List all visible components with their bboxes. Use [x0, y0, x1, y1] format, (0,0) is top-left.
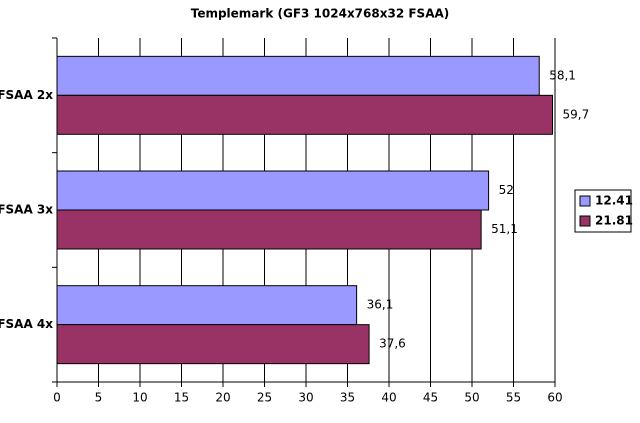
x-tick-label: 0: [53, 391, 61, 405]
value-label: 51,1: [491, 222, 518, 236]
bar: [56, 209, 482, 250]
x-tick-label: 5: [95, 391, 103, 405]
bar: [56, 324, 370, 365]
chart-title: Templemark (GF3 1024x768x32 FSAA): [191, 7, 450, 21]
legend-swatch: [579, 195, 591, 207]
x-tick-label: 10: [132, 391, 147, 405]
bar: [56, 94, 554, 135]
value-label: 58,1: [549, 68, 576, 82]
y-tick-label: FSAA 4x: [0, 317, 53, 331]
x-tick-label: 50: [464, 391, 479, 405]
value-label: 52: [499, 183, 514, 197]
x-tick-label: 45: [423, 391, 438, 405]
value-label: 59,7: [563, 107, 590, 121]
legend-label: 12.41: [595, 194, 633, 208]
bar: [56, 170, 490, 211]
bar: [56, 55, 540, 96]
x-tick-label: 30: [298, 391, 313, 405]
value-label: 36,1: [367, 298, 394, 312]
value-label: 37,6: [379, 337, 406, 351]
y-tick-label: FSAA 2x: [0, 88, 53, 102]
legend-label: 21.81: [595, 214, 633, 228]
legend-swatch: [579, 215, 591, 227]
x-tick-label: 25: [257, 391, 272, 405]
x-tick-label: 40: [381, 391, 396, 405]
x-tick-label: 35: [340, 391, 355, 405]
x-tick-label: 55: [506, 391, 521, 405]
x-tick-label: 60: [547, 391, 562, 405]
x-tick-label: 20: [215, 391, 230, 405]
x-tick-label: 15: [174, 391, 189, 405]
bar: [56, 285, 358, 326]
y-tick-label: FSAA 3x: [0, 203, 53, 217]
